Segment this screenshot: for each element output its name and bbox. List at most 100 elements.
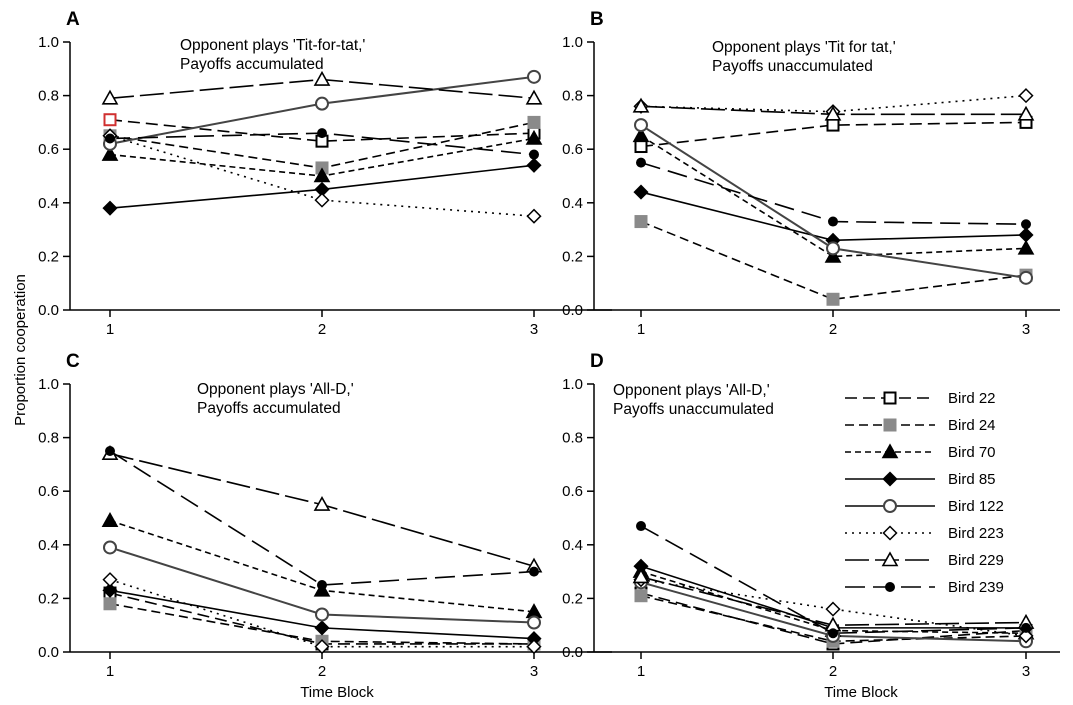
data-point: [632, 568, 650, 584]
data-point: [102, 200, 118, 216]
data-point: [102, 582, 118, 598]
data-point: [314, 639, 330, 655]
panel-annotation: Opponent plays 'Tit for tat,': [712, 39, 896, 56]
panel-annotation: Payoffs accumulated: [197, 400, 341, 417]
data-point: [315, 607, 329, 622]
data-point: [529, 566, 539, 577]
x-axis-title-left: Time Block: [300, 684, 374, 700]
y-axis-title: Proportion cooperation: [12, 274, 29, 426]
data-point: [102, 572, 118, 588]
panel-annotation: Payoffs accumulated: [180, 56, 324, 73]
data-point: [634, 589, 648, 603]
legend-marker: [881, 551, 899, 567]
data-point: [634, 118, 648, 133]
y-tick-label: 0.0: [562, 644, 583, 661]
panel-annotation: Payoffs unaccumulated: [712, 58, 873, 75]
panel-a: A 0.0 0.2 0.4 0.6 0.8 1.0 1 2 3 Opponent plays 'Ti…: [38, 9, 612, 338]
data-point: [824, 247, 842, 263]
panel-annotation: Opponent plays 'All-D,': [197, 381, 354, 398]
y-tick-label: 0.2: [562, 590, 583, 607]
series-line: [640, 578, 1027, 637]
x-tick-label: 3: [530, 663, 538, 680]
x-tick-label: 3: [1022, 663, 1030, 680]
data-point: [314, 192, 330, 208]
x-tick-label: 1: [106, 663, 114, 680]
panel-annotation: Opponent plays 'Tit-for-tat,': [180, 37, 365, 54]
y-tick-label: 1.0: [562, 376, 583, 393]
data-point: [1021, 622, 1031, 633]
panel-c: C 0.0 0.2 0.4 0.6 0.8 1.0 1 2 3 Opponent plays 'Al…: [38, 351, 612, 680]
series-line: [640, 191, 1027, 242]
legend-marker: [882, 525, 898, 541]
y-tick-label: 0.2: [38, 590, 59, 607]
y-tick-label: 0.6: [38, 141, 59, 158]
y-tick-label: 1.0: [562, 34, 583, 51]
y-tick-label: 0.2: [562, 248, 583, 265]
data-point: [313, 167, 331, 183]
x-tick-label: 3: [530, 321, 538, 338]
data-point: [825, 601, 841, 617]
y-tick-label: 0.8: [38, 430, 59, 447]
data-point: [101, 512, 119, 527]
x-tick-label: 2: [318, 663, 326, 680]
data-point: [826, 118, 840, 132]
x-tick-label: 1: [637, 663, 645, 680]
y-tick-label: 1.0: [38, 376, 59, 393]
series-line: [109, 450, 535, 586]
data-point: [529, 149, 539, 160]
data-point: [317, 128, 327, 139]
legend: Bird 22 Bird 24 Bird 70 Bird 85 Bird 122 Bird…: [845, 390, 1004, 596]
series-line: [640, 94, 1027, 113]
data-point: [101, 145, 119, 161]
x-tick-label: 2: [829, 321, 837, 338]
data-point: [105, 446, 115, 456]
panel-letter: D: [590, 351, 604, 372]
y-tick-label: 0.2: [38, 248, 59, 265]
data-point: [1018, 88, 1034, 104]
y-tick-label: 0.8: [38, 88, 59, 105]
y-tick-label: 0.0: [562, 302, 583, 319]
data-point: [103, 540, 117, 555]
data-point: [828, 628, 838, 639]
legend-marker: [882, 471, 898, 487]
data-point: [632, 97, 650, 113]
series-line: [640, 220, 1027, 301]
y-tick-label: 0.0: [38, 644, 59, 661]
y-tick-label: 0.8: [562, 88, 583, 105]
data-point: [317, 580, 327, 590]
data-point: [828, 216, 838, 227]
x-tick-label: 1: [106, 321, 114, 338]
data-point: [526, 639, 542, 655]
legend-marker: [883, 418, 897, 432]
panel-letter: A: [66, 9, 80, 30]
panel-annotation: Opponent plays 'All-D,': [613, 382, 770, 399]
y-tick-label: 0.4: [562, 537, 583, 554]
data-point: [315, 96, 329, 111]
data-point: [527, 615, 541, 630]
x-tick-label: 3: [1022, 321, 1030, 338]
x-axis-title-right: Time Block: [824, 684, 898, 700]
data-point: [313, 70, 331, 86]
panel-annotation: Payoffs unaccumulated: [613, 401, 774, 418]
y-tick-label: 0.0: [38, 302, 59, 319]
data-point: [525, 89, 543, 105]
y-tick-label: 0.6: [562, 483, 583, 500]
data-point: [632, 127, 650, 143]
panel-letter: B: [590, 9, 604, 30]
series-line: [640, 161, 1027, 226]
data-point: [1018, 227, 1034, 243]
data-point: [636, 521, 646, 532]
data-point: [633, 184, 649, 200]
legend-marker: [881, 443, 899, 459]
y-tick-label: 0.8: [562, 430, 583, 447]
legend-label: Bird 85: [948, 471, 996, 488]
legend-label: Bird 70: [948, 444, 996, 461]
data-point: [826, 292, 840, 306]
series-line: [109, 519, 535, 613]
data-point: [103, 113, 117, 127]
data-point: [101, 89, 119, 105]
data-point: [525, 129, 543, 145]
series-line: [640, 525, 1027, 635]
data-point: [105, 133, 115, 144]
